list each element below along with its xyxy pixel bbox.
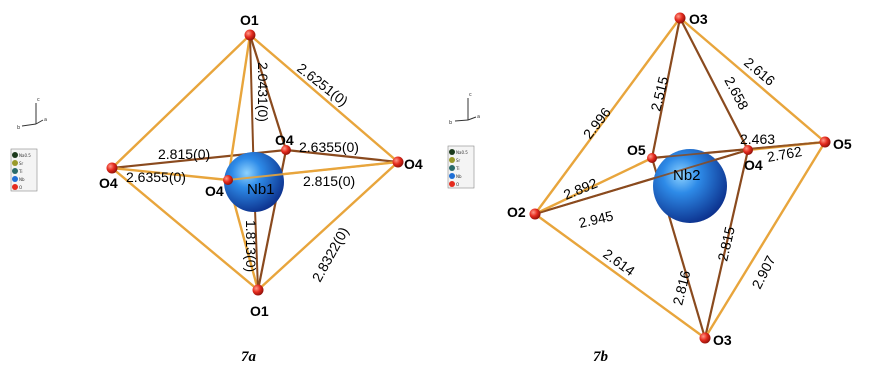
label-o4-left: O4 — [99, 175, 118, 191]
label-o4: O4 — [744, 157, 763, 173]
label-o1-bottom: O1 — [250, 303, 269, 319]
legend-item: Sr — [19, 161, 24, 166]
bond-label: 2.6355(0) — [126, 169, 186, 185]
bond-label: 1.813(0) — [243, 220, 259, 272]
label-o1-top: O1 — [240, 12, 259, 28]
atom-o4-right — [392, 156, 404, 168]
legend-item: O — [19, 185, 22, 190]
legend-item: Nb — [456, 174, 462, 179]
bond-label: 2.892 — [561, 175, 600, 203]
legend-item: Na0.5 — [19, 153, 31, 158]
bond-label: 2.463 — [740, 131, 775, 147]
nb1-sphere — [224, 152, 284, 212]
bond-label: 2.6355(0) — [299, 139, 359, 155]
bond-label: 2.0431(0) — [255, 62, 271, 122]
figure-7a: c b a Na0.5 Sr Ti Nb O — [10, 12, 423, 365]
axis-label-a: a — [44, 117, 47, 123]
axis-label-b: b — [449, 120, 452, 126]
atom-o3-bottom — [699, 332, 711, 344]
label-o4-front: O4 — [205, 183, 224, 199]
atom-o4-back — [281, 145, 291, 155]
legend-item: Nb — [19, 177, 25, 182]
atom-o5-left — [647, 153, 657, 163]
bond-label: 2.8322(0) — [309, 224, 352, 284]
label-o4-back: O4 — [275, 132, 294, 148]
label-o5-left: O5 — [627, 142, 646, 158]
bond-label: 2.6251(0) — [294, 60, 351, 110]
bond-label: 2.762 — [766, 143, 803, 165]
label-o3-top: O3 — [689, 11, 708, 27]
caption-7a: 7a — [241, 349, 257, 365]
label-o3-bottom: O3 — [713, 332, 732, 348]
legend-item: Sr — [456, 158, 461, 163]
legend-7b: Na0.5 Sr Ti Nb O — [447, 145, 475, 189]
legend-item: Ti — [455, 166, 459, 171]
caption-7b: 7b — [593, 349, 609, 365]
axis-gizmo-7a: c b a — [17, 97, 47, 131]
legend-item: Ti — [18, 169, 22, 174]
bond-label: 2.616 — [741, 54, 778, 89]
nb2-sphere — [653, 149, 727, 223]
atom-o2 — [529, 208, 541, 220]
figure-7b: c b a Na0.5 Sr Ti Nb O — [447, 11, 852, 365]
bond-label: 2.815(0) — [158, 146, 210, 162]
label-o2: O2 — [507, 204, 526, 220]
axis-label-a: a — [477, 114, 480, 120]
label-o4-right: O4 — [404, 156, 423, 172]
legend-7a: Na0.5 Sr Ti Nb O — [10, 148, 38, 192]
bond-label: 2.945 — [577, 207, 615, 231]
axis-label-b: b — [17, 125, 20, 131]
nb1-label: Nb1 — [247, 181, 275, 198]
label-o5-right: O5 — [833, 136, 852, 152]
bond-label: 2.515 — [647, 75, 671, 113]
bond-label: 2.996 — [580, 104, 614, 142]
atom-o3-top — [674, 12, 686, 24]
atom-o4 — [743, 145, 753, 155]
bond-label: 2.815 — [714, 225, 738, 263]
bond-label: 2.815(0) — [303, 173, 355, 189]
nb2-label: Nb2 — [673, 167, 701, 184]
axis-label-c: c — [37, 97, 40, 103]
legend-item: O — [456, 182, 459, 187]
legend-item: Na0.5 — [456, 150, 468, 155]
atom-o1-top — [244, 29, 256, 41]
axis-label-c: c — [469, 92, 472, 98]
atom-o5-right — [819, 136, 831, 148]
atom-o4-front — [223, 175, 233, 185]
atom-o1-bottom — [252, 284, 264, 296]
axis-gizmo-7b: c b a — [449, 92, 480, 126]
atom-o4-left — [106, 162, 118, 174]
